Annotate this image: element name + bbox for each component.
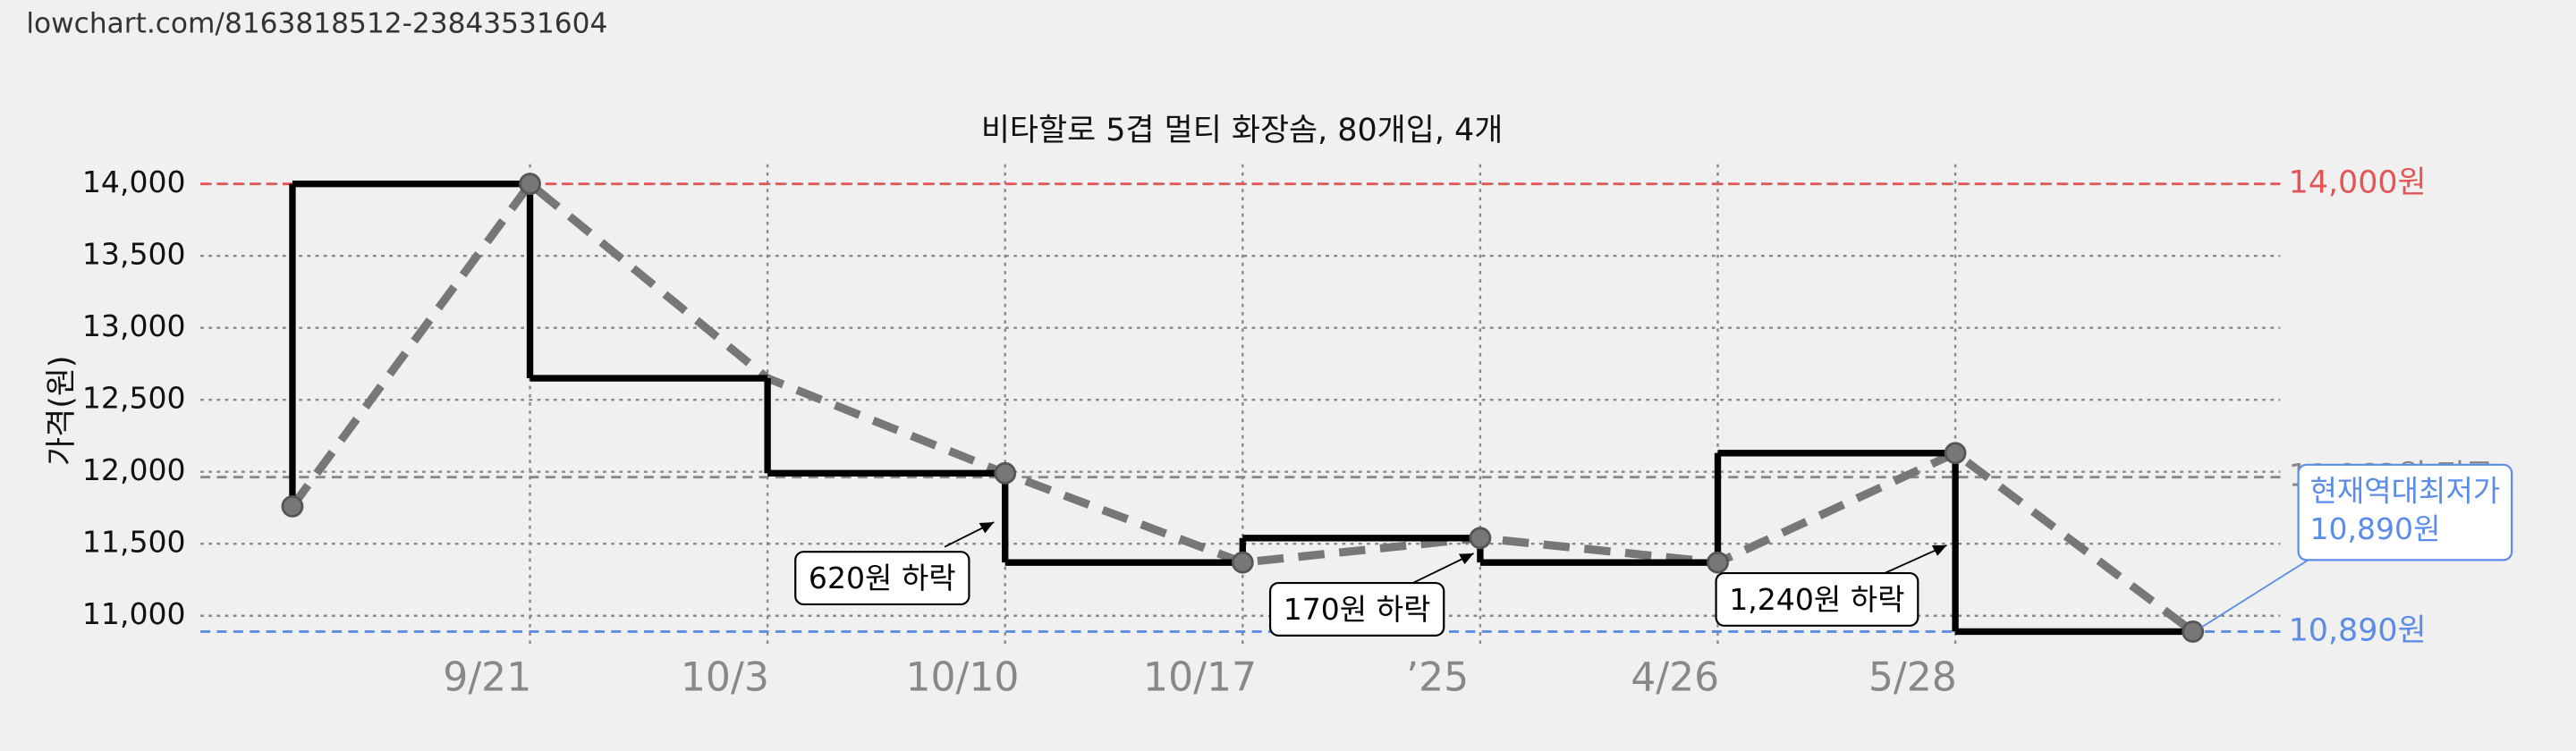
point <box>2182 620 2205 643</box>
annotation-label: 170원 하락 <box>1284 592 1431 627</box>
point <box>1231 551 1254 574</box>
y-tick-label: 13,000 <box>82 308 186 343</box>
x-tick-label: 5/28 <box>1868 654 1957 700</box>
arrow-head <box>979 522 995 534</box>
y-tick-label: 14,000 <box>82 165 186 199</box>
annotation-box <box>1268 581 1445 637</box>
y-tick-label: 12,500 <box>82 381 186 416</box>
annotation-label: 620원 하락 <box>809 561 956 595</box>
x-tick-label: ’25 <box>1406 654 1469 700</box>
x-tick-label: 10/3 <box>681 654 769 700</box>
point <box>1469 527 1492 550</box>
arrow-head <box>1931 544 1947 556</box>
arrow-head <box>1458 553 1474 565</box>
y-tick-label: 11,000 <box>82 596 186 631</box>
annotation-box <box>1715 571 1919 627</box>
x-tick-label: 4/26 <box>1631 654 1719 700</box>
y-tick-label: 12,000 <box>82 452 186 487</box>
y-axis-label: 가격(원) <box>44 355 80 465</box>
point <box>994 461 1017 485</box>
callout-line <box>2200 559 2309 629</box>
point <box>1707 551 1729 574</box>
x-tick-label: 9/21 <box>443 654 531 700</box>
reference-label: 10,890원 <box>2289 612 2427 648</box>
point <box>1944 442 1967 465</box>
annotation-box <box>794 551 970 606</box>
x-tick-label: 10/17 <box>1143 654 1257 700</box>
url: lowchart.com/8163818512-23843531604 <box>26 8 607 40</box>
y-tick-label: 11,500 <box>82 525 186 560</box>
annotation-label: 1,240원 하락 <box>1729 582 1904 617</box>
chart-title: 비타할로 5겹 멀티 화장솜, 80개입, 4개 <box>981 113 1503 148</box>
point <box>519 173 541 196</box>
callout-box <box>2297 463 2513 561</box>
reference-label: 14,000원 <box>2289 165 2427 201</box>
callout-label: 현재역대최저가 <box>2309 474 2500 509</box>
callout-label: 10,890원 <box>2309 511 2440 546</box>
x-tick-label: 10/10 <box>905 654 1019 700</box>
y-tick-label: 13,500 <box>82 237 186 272</box>
point <box>281 494 304 518</box>
